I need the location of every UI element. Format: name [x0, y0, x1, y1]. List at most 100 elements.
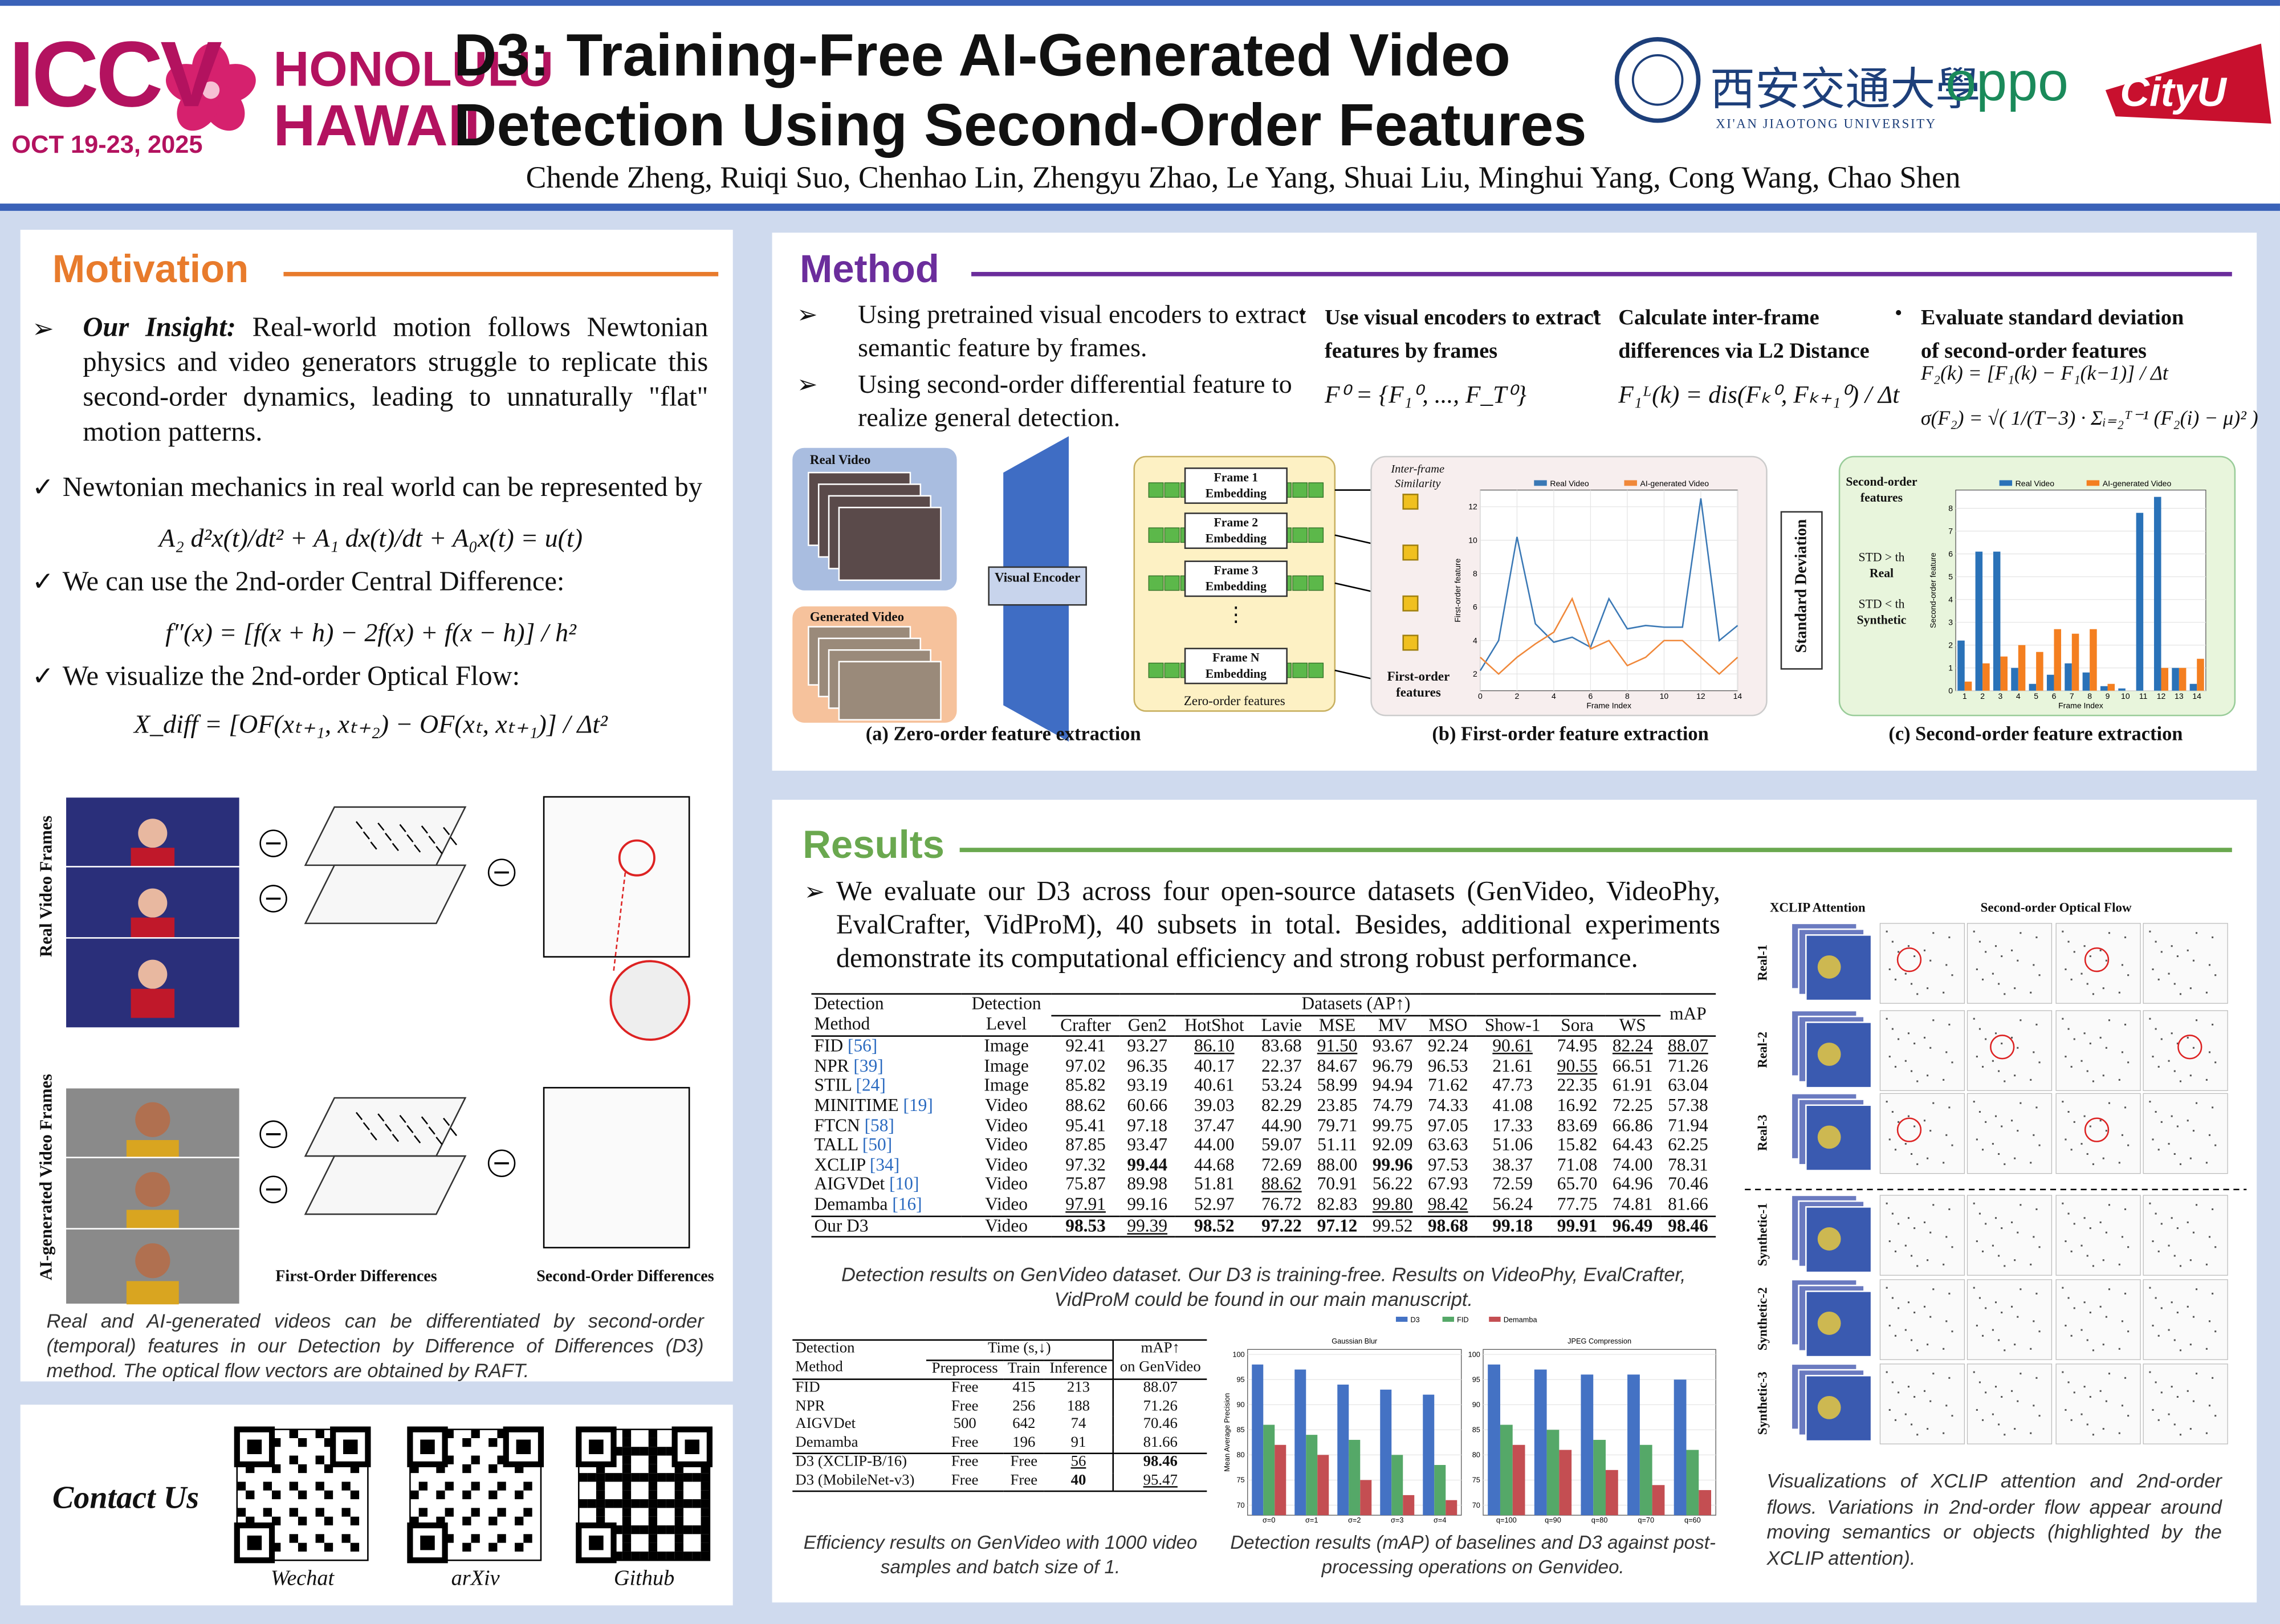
table-cell: D3 (XCLIP-B/16)	[795, 1454, 907, 1471]
flow-dot	[1894, 978, 1897, 980]
bullet: Using second-order differential feature …	[858, 369, 1292, 432]
x-tick-label: 0	[1478, 691, 1483, 701]
qr-cell	[631, 1473, 640, 1482]
table-cell: 66.51	[1612, 1055, 1653, 1076]
flow-dot	[2083, 1386, 2086, 1388]
legend-label: Real Video	[2016, 479, 2055, 488]
qr-cell	[350, 1516, 360, 1525]
bar	[1488, 1364, 1500, 1516]
flow-map	[304, 1155, 467, 1215]
legend-swatch	[1534, 480, 1547, 486]
qr-cell	[657, 1499, 666, 1508]
flow-dot	[2124, 1292, 2127, 1295]
flow-dot	[1945, 1134, 1948, 1136]
flow-dot	[2083, 1115, 2086, 1117]
table-cell: 40.61	[1194, 1075, 1235, 1096]
flow-dot	[1891, 1028, 1894, 1030]
bar	[2046, 674, 2054, 691]
flow-dot	[2099, 1221, 2102, 1223]
table-cell: 196	[1012, 1434, 1036, 1451]
flow-dot	[2020, 932, 2022, 934]
flow-dot	[2108, 1102, 2111, 1104]
y-tick-label: 85	[1236, 1426, 1244, 1434]
table-cell: Level	[986, 1014, 1027, 1035]
table-cell: Gen2	[1127, 1014, 1167, 1035]
flow-dot	[2065, 1138, 2067, 1141]
flow-dot	[2089, 1125, 2091, 1128]
flow-dot	[2062, 1017, 2064, 1020]
qr-label: Github	[613, 1567, 675, 1591]
flow-vector	[414, 1135, 421, 1143]
flow-dot	[1911, 1153, 1913, 1155]
embedding-cell	[1292, 662, 1308, 678]
flow-dot	[2083, 945, 2086, 947]
flow-dot	[2152, 1409, 2154, 1411]
flow-dot	[1951, 1144, 1953, 1146]
flow-dot	[2205, 991, 2208, 994]
formula: A₂ d²x(t)/dt² + A₁ dx(t)/dt + A₀x(t) = u…	[158, 523, 583, 553]
flow-dot	[1992, 1244, 1994, 1247]
flow-dot	[2035, 1208, 2038, 1210]
flow-dot	[2176, 1125, 2179, 1128]
flow-dot	[1913, 1312, 1916, 1314]
qr-cell	[237, 1508, 246, 1517]
flow-dot	[2102, 1428, 2104, 1430]
table-cell: Video	[985, 1094, 1028, 1116]
qr-cell	[701, 1490, 710, 1500]
flow-dot	[2030, 1078, 2032, 1081]
bar	[1674, 1379, 1687, 1516]
qr-cell	[666, 1525, 675, 1535]
row-label: Synthetic-1	[1755, 1203, 1770, 1267]
flow-dot	[1994, 1032, 1997, 1035]
bar	[2153, 496, 2161, 691]
x-tick-label: σ=3	[1391, 1516, 1403, 1524]
flow-dot	[1998, 1153, 2000, 1155]
flow-dot	[2160, 1391, 2163, 1394]
qr-cell	[497, 1481, 506, 1491]
flow-dot	[1929, 1400, 1932, 1402]
formula: f″(x) = [f(x + h) − 2f(x) + f(x − h)] / …	[165, 618, 576, 648]
table-cell: 21.61	[1492, 1055, 1533, 1076]
table-cell: Detection	[971, 993, 1041, 1014]
flow-dot	[1945, 1405, 1948, 1407]
flow-dot	[2073, 1307, 2075, 1309]
legend-label: AI-generated Video	[2103, 479, 2172, 488]
flow-dot	[2033, 1051, 2035, 1053]
table-cell: AIGVDet [10]	[811, 1174, 961, 1195]
qr-cell	[289, 1481, 298, 1491]
flow-map	[1966, 1093, 2053, 1174]
flow-dot	[2205, 1348, 2208, 1350]
table-cell: NPR	[795, 1398, 825, 1414]
table-row: Method Preprocess Train Inference on GenVide…	[792, 1360, 1207, 1379]
qr-cell	[462, 1464, 471, 1474]
reference: [34]	[869, 1154, 900, 1175]
flow-dot	[2099, 1120, 2102, 1122]
flow-dot	[2155, 1381, 2157, 1383]
table-cell: Video	[985, 1134, 1028, 1155]
flow-dot	[1886, 1287, 1888, 1289]
table-cell: 71.26	[1668, 1055, 1708, 1076]
table-cell: 97.53	[1428, 1154, 1468, 1175]
bar	[1380, 1389, 1392, 1516]
x-tick-label: 14	[1733, 691, 1742, 701]
flow-dot	[2149, 1202, 2151, 1204]
table-cell: Demamba	[795, 1434, 858, 1451]
qr-cell	[471, 1508, 480, 1517]
series-line	[1480, 597, 1738, 675]
flow-dot	[2020, 1102, 2022, 1104]
x-tick-label: 1	[1963, 691, 1967, 701]
flow-dot	[1998, 1255, 2000, 1257]
minus	[266, 1133, 281, 1135]
bar	[2161, 667, 2169, 691]
table-cell: 99.39	[1127, 1215, 1168, 1236]
flow-dot	[2102, 1259, 2104, 1261]
title: D3: Training-Free AI-Generated Video	[453, 22, 1510, 89]
flow-dot	[2014, 1259, 2016, 1261]
bar	[1263, 1424, 1275, 1516]
section-heading: Motivation	[52, 247, 249, 291]
qr-cell	[666, 1551, 675, 1561]
flow-dot	[2124, 936, 2127, 938]
table-row: FID Free 415 213 88.07	[792, 1379, 1207, 1398]
qr-cell	[237, 1481, 246, 1491]
flow-dot	[2149, 1371, 2151, 1373]
